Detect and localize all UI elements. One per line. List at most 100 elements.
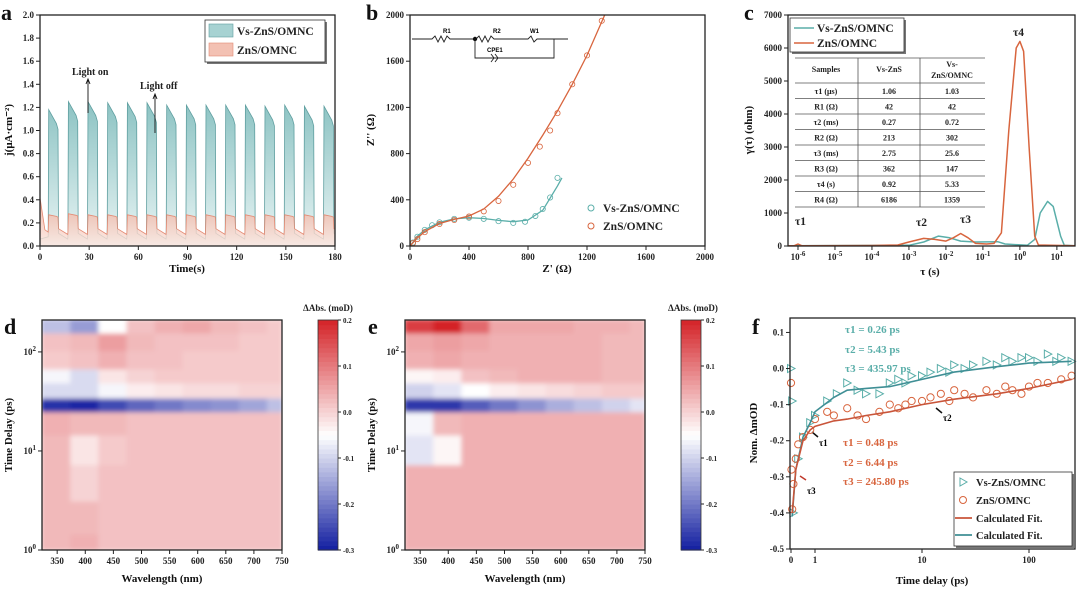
e-colorbar-tick-label: -0.3 — [706, 547, 718, 555]
e-heatmap-cell — [573, 501, 604, 537]
d-heatmap-cell — [182, 320, 213, 336]
e-x-tick-label: 700 — [610, 556, 624, 566]
a-arrow-light-on — [85, 77, 91, 113]
table-cell: 0.92 — [882, 180, 896, 189]
e-heatmap-cell — [545, 350, 576, 372]
d-heatmap-cell — [266, 320, 282, 336]
d-heatmap-cell — [210, 435, 241, 468]
f-y-tick-label: -0.2 — [770, 436, 785, 446]
d-heatmap-cell — [126, 412, 157, 438]
b-data-point — [584, 52, 591, 59]
e-colorbar-segment — [681, 527, 701, 533]
b-data-point — [451, 217, 458, 224]
d-heatmap-cell — [182, 501, 213, 537]
e-colorbar-segment — [681, 471, 701, 477]
d-heatmap — [42, 320, 282, 550]
d-x-tick-label: 350 — [50, 556, 64, 566]
b-data-point — [547, 127, 554, 134]
d-colorbar-tick-label: -0.2 — [343, 501, 355, 509]
table-cell: 1.03 — [945, 87, 959, 96]
d-heatmap-cell — [266, 465, 282, 504]
f-data-point-circle — [789, 479, 798, 489]
e-colorbar-segment — [681, 333, 701, 339]
d-colorbar-segment — [318, 393, 338, 399]
e-heatmap-cell — [629, 369, 645, 386]
e-heatmap-cell — [545, 383, 576, 401]
f-data-point-circle — [1017, 389, 1026, 398]
table-cell: τ2 (ms) — [814, 118, 839, 127]
d-colorbar-segment — [318, 384, 338, 390]
f-data-point-circle — [787, 465, 796, 474]
equivalent-circuit-inset: R1 R2 W1 CPE1 — [412, 29, 568, 63]
e-x-tick-label: 600 — [554, 556, 568, 566]
d-heatmap-cell — [154, 412, 185, 438]
c-x-tick-label: 10-5 — [828, 250, 843, 262]
d-heatmap-cell — [266, 350, 282, 372]
e-heatmap-cell — [545, 333, 576, 353]
f-data-point-circle — [829, 411, 838, 420]
d-heatmap-cell — [42, 369, 73, 386]
c-peak-tau3: τ3 — [960, 214, 971, 226]
f-data-point-circle — [894, 404, 903, 413]
e-x-tick-label: 650 — [582, 556, 596, 566]
f-legend-label-3: Calculated Fit. — [976, 531, 1043, 542]
e-heatmap-cell — [433, 333, 464, 353]
d-colorbar-segment — [318, 499, 338, 505]
d-colorbar-segment — [318, 517, 338, 523]
f-plot-frame — [789, 317, 1076, 550]
f-x-ticks: 0 1 10 100 — [789, 549, 1036, 565]
d-colorbar-segment — [318, 352, 338, 358]
table-cell: 25.6 — [945, 149, 959, 158]
d-colorbar-segment — [318, 416, 338, 422]
c-y-ticks: 0 1000 2000 3000 4000 5000 6000 7000 — [764, 10, 788, 251]
a-x-tick-label: 180 — [328, 252, 342, 262]
c-y-tick-label: 6000 — [764, 43, 783, 53]
e-colorbar-segment — [681, 504, 701, 510]
d-heatmap-cell — [154, 369, 185, 386]
table-cell: 213 — [883, 134, 895, 143]
c-plot-frame — [787, 14, 1076, 247]
e-y-tick-label: 102 — [387, 345, 400, 357]
e-heatmap-cell — [517, 333, 548, 353]
e-colorbar — [680, 319, 702, 551]
b-fit-line-1 — [410, 15, 606, 246]
e-colorbar-segment — [681, 356, 701, 362]
f-data-point-triangle — [862, 388, 872, 399]
e-heatmap-cell — [601, 350, 632, 372]
e-heatmap-cell — [517, 369, 548, 386]
d-heatmap-cell — [126, 435, 157, 468]
a-legend-swatch-0 — [208, 23, 234, 38]
e-heatmap-cell — [433, 412, 464, 438]
b-x-tick-label: 400 — [462, 252, 476, 262]
d-x-tick-label: 600 — [191, 556, 205, 566]
d-y-tick-label: 101 — [24, 444, 37, 456]
f-x-label: Time delay (ps) — [896, 575, 969, 587]
table-cell: 147 — [946, 165, 958, 174]
f-data-point-circle — [950, 386, 959, 395]
e-colorbar-segment — [681, 540, 701, 546]
a-line-vs-zns-omnc — [40, 100, 335, 240]
e-colorbar-segment — [681, 545, 701, 551]
d-heatmap-cell — [210, 534, 241, 550]
f-data-point-triangle — [950, 360, 960, 370]
d-plot-frame — [41, 319, 283, 551]
a-y-tick-label: 0.6 — [23, 172, 35, 182]
e-colorbar-segment — [681, 320, 701, 326]
f-teal-tau3: τ3 = 435.97 ps — [845, 363, 911, 375]
e-heatmap-cell — [461, 369, 492, 386]
c-y-tick-label: 5000 — [764, 76, 783, 86]
e-heatmap-cell — [461, 435, 492, 468]
d-colorbar-segment — [318, 324, 338, 330]
e-heatmap-cell — [517, 383, 548, 401]
panel-label-b: b — [366, 0, 378, 25]
e-heatmap-cell — [405, 333, 436, 353]
d-heatmap-cell — [70, 350, 101, 372]
a-area-vs-zns-omnc — [40, 101, 335, 246]
f-data-point-circle — [853, 411, 862, 420]
b-y-tick-label: 1200 — [386, 102, 405, 112]
a-y-tick-label: 1.8 — [23, 33, 35, 43]
b-plot-frame — [409, 14, 706, 247]
b-x-tick-label: 1200 — [578, 252, 597, 262]
e-colorbar-segment — [681, 430, 701, 436]
e-heatmap-cell — [573, 412, 604, 438]
